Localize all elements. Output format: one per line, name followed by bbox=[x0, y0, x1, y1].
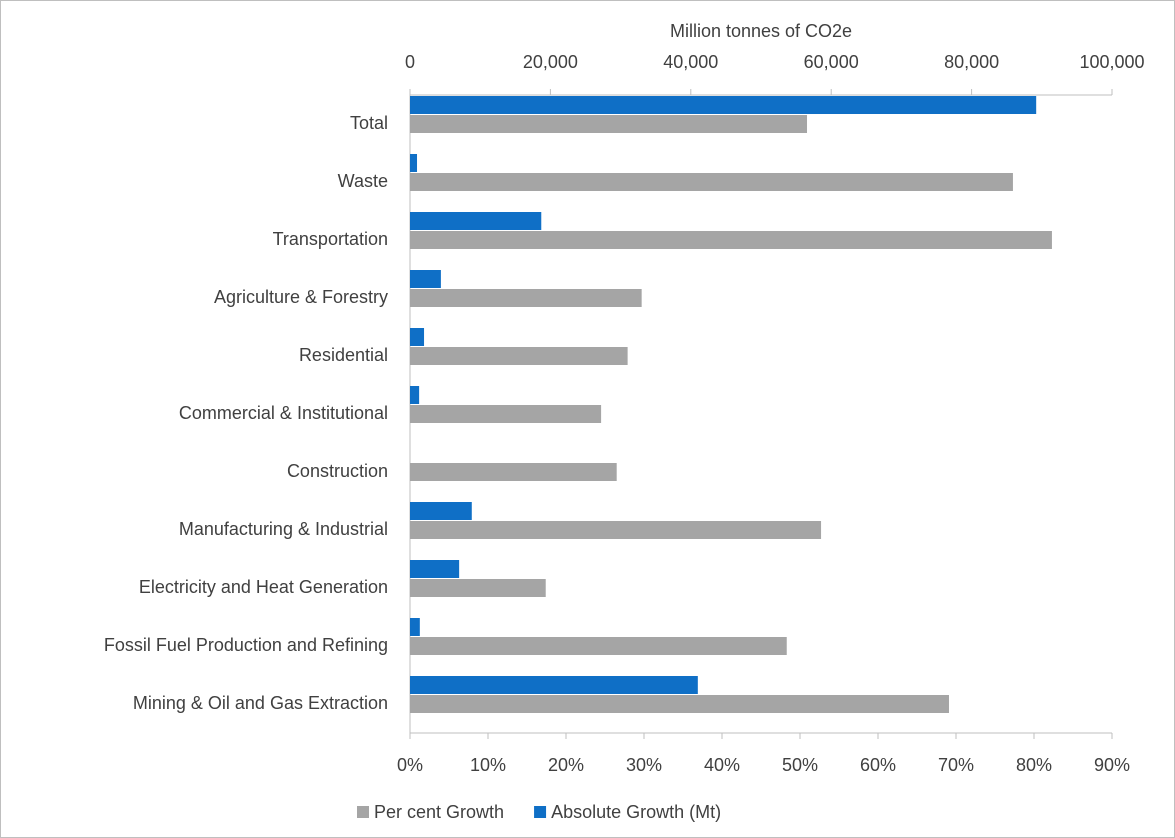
y-tick-label: Total bbox=[350, 113, 388, 133]
x-tick-label: 70% bbox=[938, 755, 974, 775]
y-tick-label: Agriculture & Forestry bbox=[214, 287, 388, 307]
x2-tick-label: 0 bbox=[405, 52, 415, 72]
y-tick-label: Commercial & Institutional bbox=[179, 403, 388, 423]
x-tick-label: 10% bbox=[470, 755, 506, 775]
bar bbox=[410, 386, 420, 404]
x-tick-label: 30% bbox=[626, 755, 662, 775]
bar bbox=[410, 231, 1052, 249]
x-tick-label: 0% bbox=[397, 755, 423, 775]
y-tick-label: Electricity and Heat Generation bbox=[139, 577, 388, 597]
x2-tick-label: 40,000 bbox=[663, 52, 718, 72]
bar bbox=[410, 579, 546, 597]
y-tick-label: Fossil Fuel Production and Refining bbox=[104, 635, 388, 655]
bar bbox=[410, 154, 418, 172]
bar bbox=[410, 347, 628, 365]
y-tick-label: Transportation bbox=[273, 229, 388, 249]
legend-label: Per cent Growth bbox=[374, 802, 504, 822]
bar bbox=[410, 695, 949, 713]
y-tick-label: Mining & Oil and Gas Extraction bbox=[133, 693, 388, 713]
x-tick-label: 40% bbox=[704, 755, 740, 775]
bar bbox=[410, 328, 425, 346]
legend-swatch bbox=[357, 806, 369, 818]
x-tick-label: 90% bbox=[1094, 755, 1130, 775]
x2-tick-label: 80,000 bbox=[944, 52, 999, 72]
x2-tick-label: 60,000 bbox=[804, 52, 859, 72]
x-tick-label: 50% bbox=[782, 755, 818, 775]
bar bbox=[410, 463, 617, 481]
bar bbox=[410, 676, 698, 694]
bar bbox=[410, 270, 441, 288]
x2-tick-label: 20,000 bbox=[523, 52, 578, 72]
x2-tick-label: 100,000 bbox=[1079, 52, 1144, 72]
bar bbox=[410, 637, 787, 655]
bar bbox=[410, 618, 420, 636]
y-tick-label: Construction bbox=[287, 461, 388, 481]
bar bbox=[410, 502, 472, 520]
bar bbox=[410, 173, 1013, 191]
bar bbox=[410, 289, 642, 307]
bar bbox=[410, 212, 542, 230]
legend-swatch bbox=[534, 806, 547, 818]
y-tick-label: Waste bbox=[338, 171, 388, 191]
bar bbox=[410, 115, 808, 133]
bar bbox=[410, 405, 602, 423]
legend-label: Absolute Growth (Mt) bbox=[551, 802, 721, 822]
y-tick-label: Manufacturing & Industrial bbox=[179, 519, 388, 539]
y-tick-label: Residential bbox=[299, 345, 388, 365]
bar bbox=[410, 560, 460, 578]
x2-axis-title: Million tonnes of CO2e bbox=[670, 21, 852, 41]
bar bbox=[410, 96, 1037, 114]
x-tick-label: 20% bbox=[548, 755, 584, 775]
x-tick-label: 60% bbox=[860, 755, 896, 775]
x-tick-label: 80% bbox=[1016, 755, 1052, 775]
bar bbox=[410, 521, 822, 539]
